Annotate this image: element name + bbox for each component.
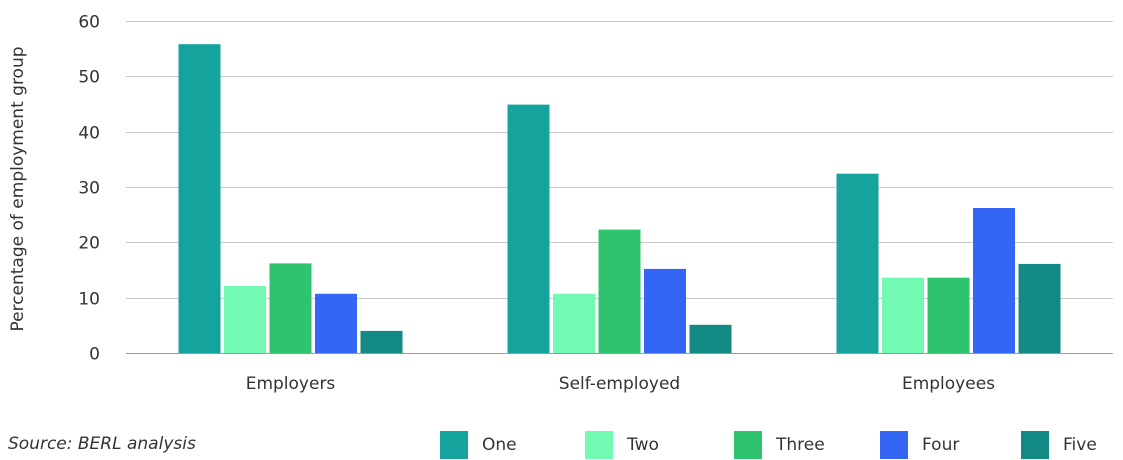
legend-label: Four <box>922 435 960 455</box>
y-tick-label: 30 <box>78 179 100 199</box>
y-axis-title: Percentage of employment group <box>8 46 28 331</box>
legend-item-five: Five <box>1021 430 1097 460</box>
y-tick-label: 0 <box>89 345 100 365</box>
bar-two-employees <box>882 277 924 353</box>
bars <box>178 44 1061 353</box>
x-axis-ticks: Employers Self-employed Employees <box>246 374 995 394</box>
x-tick-label: Employers <box>246 374 336 394</box>
legend-swatch <box>734 431 762 459</box>
y-tick-label: 50 <box>78 68 100 88</box>
bar-two-self-employed <box>553 293 595 353</box>
bar-five-employers <box>360 330 403 353</box>
legend-item-four: Four <box>880 430 959 460</box>
legend-swatch <box>440 431 468 459</box>
y-tick-label: 10 <box>78 290 100 310</box>
y-tick-label: 40 <box>78 124 100 144</box>
legend-swatch <box>585 431 613 459</box>
bar-three-self-employed <box>598 229 641 353</box>
bar-one-employees <box>836 173 879 353</box>
legend-label: Two <box>627 435 659 455</box>
legend-label: One <box>482 435 517 455</box>
bar-one-employers <box>178 44 221 353</box>
y-tick-label: 20 <box>78 234 100 254</box>
bar-three-employers <box>269 263 312 353</box>
x-tick-label: Employees <box>902 374 995 394</box>
legend-item-one: One <box>440 430 517 460</box>
legend-swatch <box>1021 431 1049 459</box>
bar-two-employers <box>224 286 266 353</box>
bar-four-employers <box>315 293 357 353</box>
legend-item-three: Three <box>734 430 825 460</box>
legend-item-two: Two <box>585 430 659 460</box>
y-tick-label: 60 <box>78 13 100 33</box>
bar-four-self-employed <box>644 268 686 353</box>
bar-three-employees <box>927 277 970 353</box>
legend-label: Three <box>776 435 825 455</box>
legend-label: Five <box>1063 435 1097 455</box>
bar-five-self-employed <box>689 324 732 353</box>
bar-one-self-employed <box>507 104 550 353</box>
bar-five-employees <box>1018 263 1061 353</box>
bar-four-employees <box>973 208 1015 353</box>
y-axis-ticks: 0 10 20 30 40 50 60 <box>78 13 100 365</box>
x-tick-label: Self-employed <box>559 374 680 394</box>
legend-swatch <box>880 431 908 459</box>
source-note: Source: BERL analysis <box>8 434 196 454</box>
